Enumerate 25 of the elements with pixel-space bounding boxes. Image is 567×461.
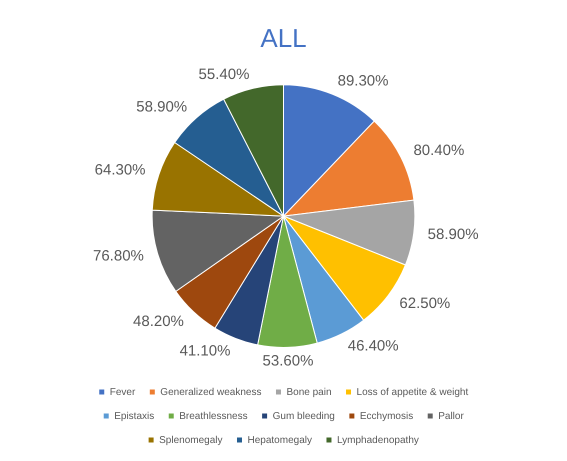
legend-label: Hepatomegaly [247,434,312,446]
data-label: 46.40% [348,338,399,355]
data-label: 41.10% [180,342,230,360]
legend-label: Generalized weakness [160,386,262,398]
legend-label: Epistaxis [114,410,154,422]
legend-label: Bone pain [286,386,332,398]
legend-label: Loss of appetite & weight [356,386,468,398]
legend-label: Ecchymosis [360,410,414,422]
data-label: 80.40% [413,142,464,160]
legend-label: Pallor [438,410,464,422]
data-label: 64.30% [94,161,146,178]
data-label: 55.40% [198,66,250,83]
data-label: 62.50% [399,295,450,312]
data-label: 58.90% [136,98,188,116]
data-label: 89.30% [338,72,388,90]
legend-label: Splenomegaly [159,434,222,446]
data-label: 58.90% [428,226,479,244]
legend-label: Fever [110,386,136,398]
data-label: 48.20% [133,313,184,330]
legend-label: Gum bleeding [272,410,335,422]
legend-label: Breathlessness [179,410,248,422]
legend-label: Lymphadenopathy [336,434,419,446]
data-label: 53.60% [262,352,314,370]
chart-title: ALL [260,22,307,53]
data-label: 76.80% [93,248,144,265]
